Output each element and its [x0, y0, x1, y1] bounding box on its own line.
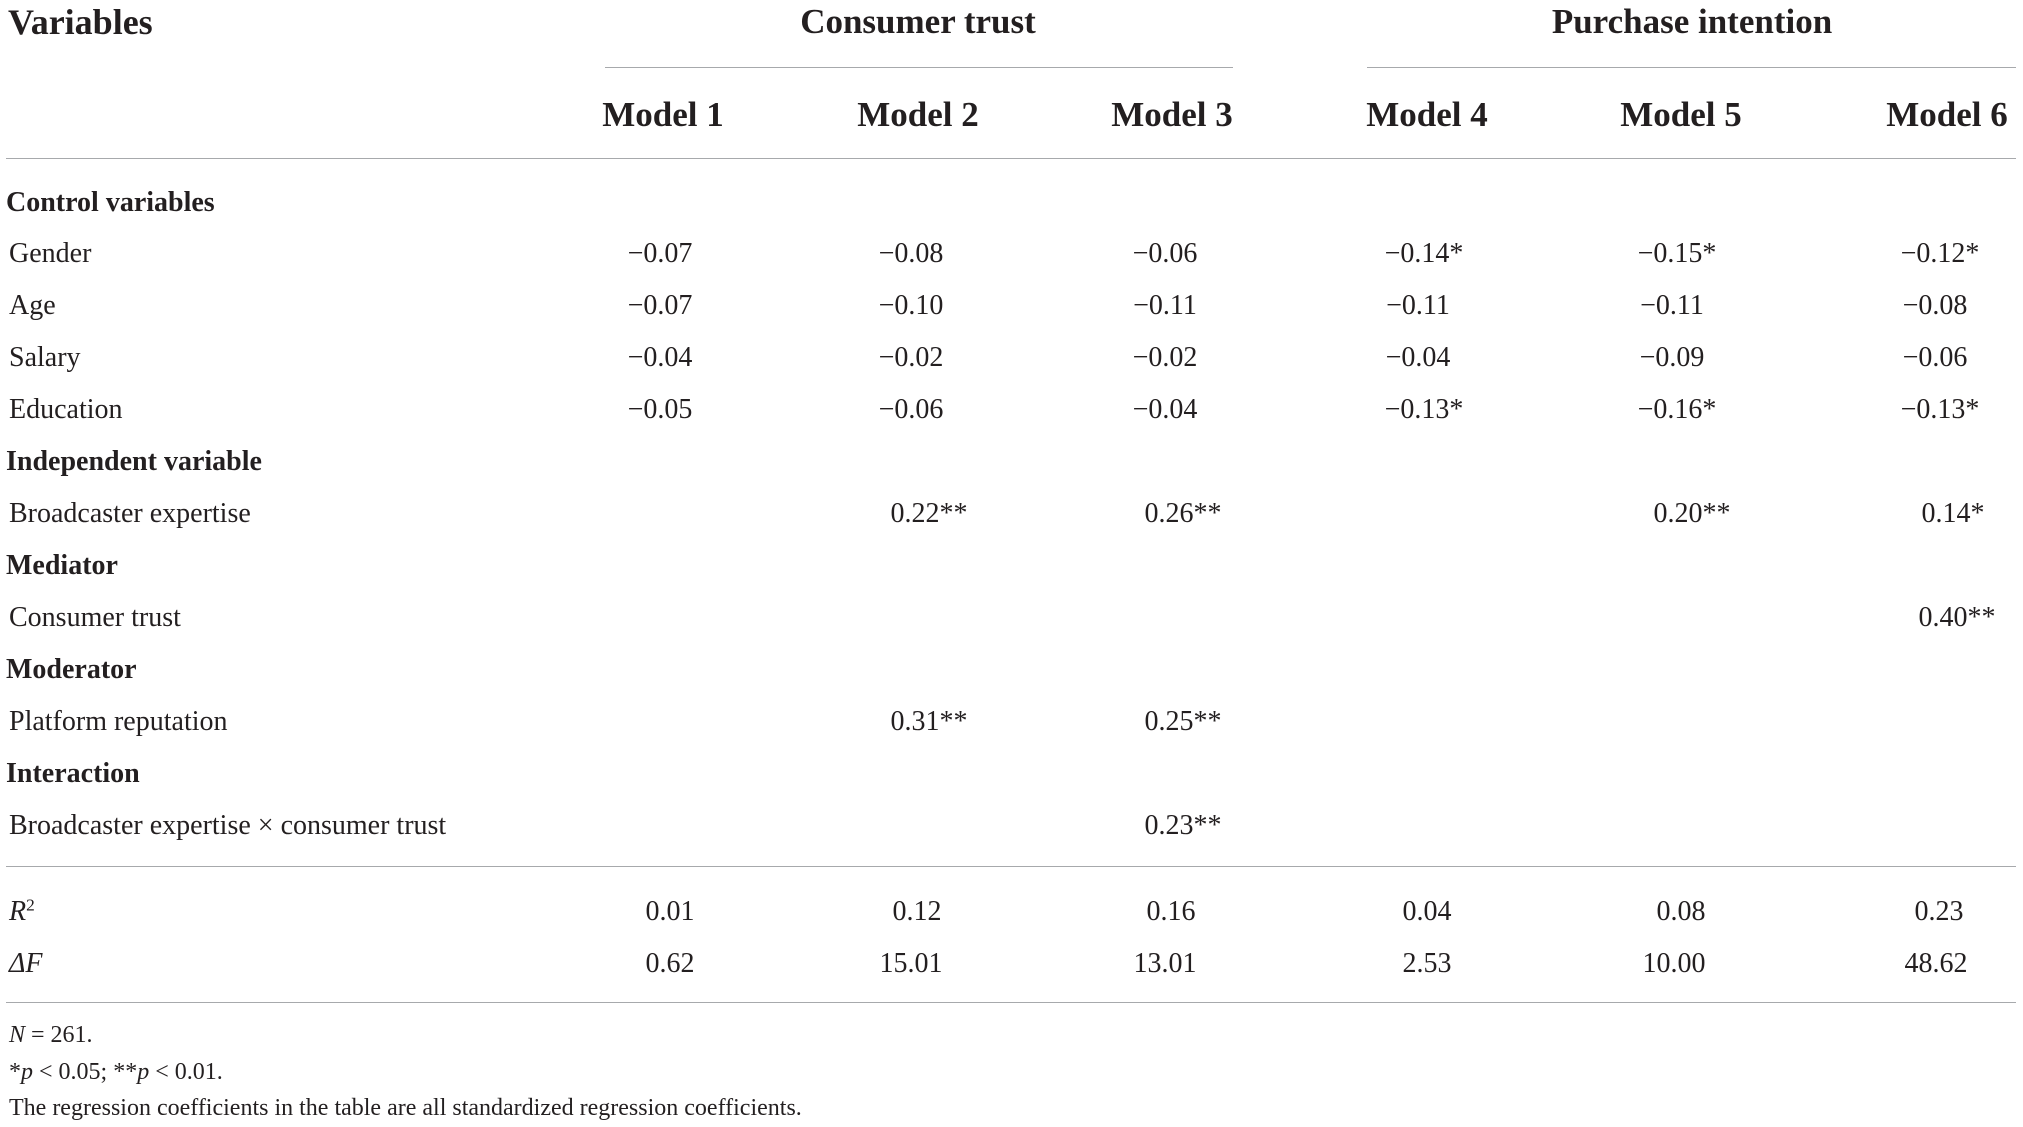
header-rule: [6, 158, 2016, 159]
section-title-interaction: Interaction: [6, 758, 140, 789]
note-coefficients: The regression coefficients in the table…: [9, 1095, 802, 1121]
model-header-2: Model 2: [857, 95, 979, 134]
cell-salary-model-2: −0.02: [878, 342, 944, 373]
row-label-age: Age: [9, 290, 56, 321]
cell-salary-model-6: −0.06: [1902, 342, 1968, 373]
cell-salary-model-1: −0.04: [627, 342, 693, 373]
cell-age-model-1: −0.07: [627, 290, 693, 321]
section-title-independent-variable: Independent variable: [6, 446, 262, 477]
model-header-4: Model 4: [1366, 95, 1488, 134]
cell-broadcaster-expertise-model-2: 0.22**: [890, 498, 968, 529]
row-label-consumer-trust: Consumer trust: [9, 602, 181, 633]
row-label-interaction-term: Broadcaster expertise × consumer trust: [9, 810, 447, 841]
cell-gender-model-5: −0.15*: [1637, 238, 1717, 269]
cell-education-model-2: −0.06: [878, 394, 944, 425]
model-header-3: Model 3: [1111, 95, 1233, 134]
cell-broadcaster-expertise-model-6: 0.14*: [1921, 498, 1985, 529]
cell-delta-f-model-1: 0.62: [645, 948, 695, 979]
cell-education-model-6: −0.13*: [1900, 394, 1980, 425]
group-rule-purchase-intention: [1367, 67, 2016, 68]
row-label-education: Education: [9, 394, 123, 425]
cell-delta-f-model-6: 48.62: [1904, 948, 1968, 979]
row-label-delta-f: ΔF: [9, 948, 43, 979]
note-p-threshold-1: < 0.05; **: [33, 1059, 138, 1085]
cell-gender-model-6: −0.12*: [1900, 238, 1980, 269]
cell-delta-f-model-3: 13.01: [1133, 948, 1197, 979]
cell-salary-model-3: −0.02: [1132, 342, 1198, 373]
variables-header: Variables: [8, 2, 153, 42]
note-p-threshold-2: < 0.01.: [149, 1059, 223, 1085]
note-star: *: [9, 1059, 21, 1085]
cell-education-model-3: −0.04: [1132, 394, 1198, 425]
cell-r-squared-model-6: 0.23: [1914, 896, 1964, 927]
cell-broadcaster-expertise-model-3: 0.26**: [1144, 498, 1222, 529]
cell-platform-reputation-model-3: 0.25**: [1144, 706, 1222, 737]
cell-education-model-5: −0.16*: [1637, 394, 1717, 425]
note-p-symbol-2: p: [137, 1059, 150, 1085]
cell-r-squared-model-5: 0.08: [1656, 896, 1706, 927]
cell-r-squared-model-1: 0.01: [645, 896, 695, 927]
section-title-mediator: Mediator: [6, 550, 118, 581]
section-title-control-variables: Control variables: [6, 187, 215, 218]
cell-delta-f-model-2: 15.01: [879, 948, 943, 979]
note-p-symbol-1: p: [21, 1059, 33, 1085]
note-sample-size: N = 261.: [9, 1023, 93, 1047]
group-header-purchase-intention: Purchase intention: [1551, 2, 1833, 41]
cell-r-squared-model-3: 0.16: [1146, 896, 1196, 927]
cell-interaction-term-model-3: 0.23**: [1144, 810, 1222, 841]
model-header-6: Model 6: [1886, 95, 2008, 134]
cell-salary-model-5: −0.09: [1639, 342, 1705, 373]
cell-gender-model-1: −0.07: [627, 238, 693, 269]
cell-age-model-6: −0.08: [1902, 290, 1968, 321]
r-squared-exponent: 2: [26, 895, 35, 915]
cell-education-model-4: −0.13*: [1384, 394, 1464, 425]
group-rule-consumer-trust: [605, 67, 1233, 68]
stats-top-rule: [6, 866, 2016, 867]
cell-delta-f-model-5: 10.00: [1642, 948, 1706, 979]
cell-r-squared-model-4: 0.04: [1402, 896, 1452, 927]
cell-age-model-3: −0.11: [1133, 290, 1197, 321]
group-header-consumer-trust: Consumer trust: [800, 2, 1036, 41]
cell-consumer-trust-model-6: 0.40**: [1918, 602, 1996, 633]
row-label-broadcaster-expertise: Broadcaster expertise: [9, 498, 251, 529]
r-symbol: R: [9, 896, 27, 927]
cell-age-model-4: −0.11: [1386, 290, 1450, 321]
row-label-platform-reputation: Platform reputation: [9, 706, 228, 737]
footer-rule: [6, 1002, 2016, 1003]
row-label-gender: Gender: [9, 238, 92, 269]
cell-salary-model-4: −0.04: [1385, 342, 1451, 373]
note-n-symbol: N: [9, 1022, 26, 1048]
row-label-salary: Salary: [9, 342, 81, 373]
cell-age-model-5: −0.11: [1640, 290, 1704, 321]
cell-broadcaster-expertise-model-5: 0.20**: [1653, 498, 1731, 529]
cell-gender-model-3: −0.06: [1132, 238, 1198, 269]
cell-gender-model-4: −0.14*: [1384, 238, 1464, 269]
section-title-moderator: Moderator: [6, 654, 137, 685]
cell-platform-reputation-model-2: 0.31**: [890, 706, 968, 737]
note-significance: *p < 0.05; **p < 0.01.: [9, 1060, 223, 1084]
model-header-5: Model 5: [1620, 95, 1742, 134]
model-header-1: Model 1: [602, 95, 724, 134]
row-label-r-squared: R2: [9, 895, 35, 927]
cell-age-model-2: −0.10: [878, 290, 944, 321]
cell-gender-model-2: −0.08: [878, 238, 944, 269]
note-n-value: = 261.: [25, 1022, 93, 1048]
cell-r-squared-model-2: 0.12: [892, 896, 942, 927]
cell-delta-f-model-4: 2.53: [1402, 948, 1452, 979]
cell-education-model-1: −0.05: [627, 394, 693, 425]
